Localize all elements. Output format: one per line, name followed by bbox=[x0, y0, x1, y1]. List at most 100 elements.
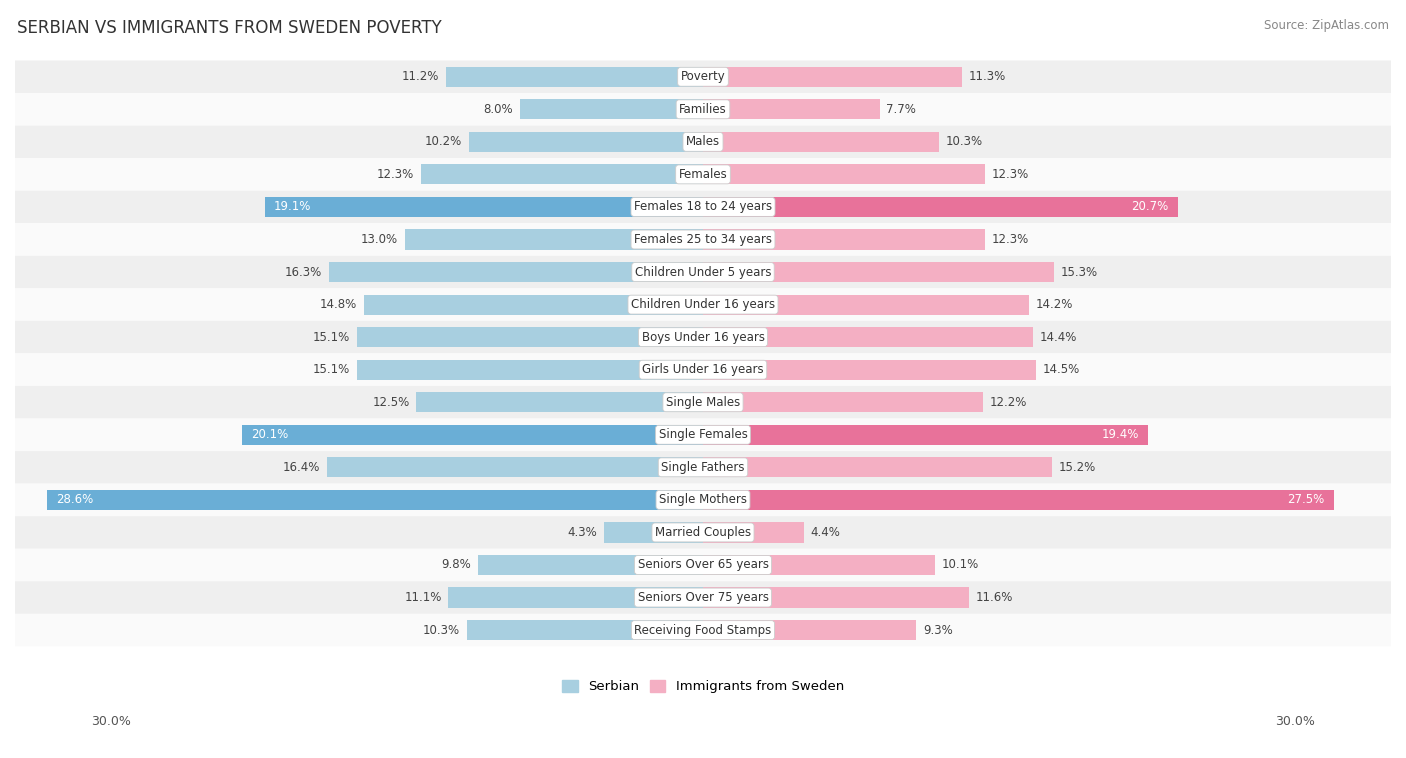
Text: 12.2%: 12.2% bbox=[990, 396, 1026, 409]
Text: 14.2%: 14.2% bbox=[1036, 298, 1073, 311]
Bar bbox=[357, 327, 703, 347]
Text: 30.0%: 30.0% bbox=[1275, 715, 1315, 728]
Bar bbox=[405, 230, 703, 249]
Text: 20.7%: 20.7% bbox=[1132, 200, 1168, 214]
Bar bbox=[446, 67, 703, 87]
Bar bbox=[703, 457, 1052, 478]
Text: Poverty: Poverty bbox=[681, 70, 725, 83]
FancyBboxPatch shape bbox=[15, 191, 1391, 223]
FancyBboxPatch shape bbox=[15, 516, 1391, 549]
Text: 4.4%: 4.4% bbox=[811, 526, 841, 539]
Bar bbox=[703, 67, 962, 87]
Text: Girls Under 16 years: Girls Under 16 years bbox=[643, 363, 763, 376]
FancyBboxPatch shape bbox=[15, 126, 1391, 158]
Text: Boys Under 16 years: Boys Under 16 years bbox=[641, 330, 765, 343]
Bar bbox=[449, 587, 703, 608]
Text: Single Females: Single Females bbox=[658, 428, 748, 441]
Text: 12.3%: 12.3% bbox=[993, 168, 1029, 181]
Text: 15.2%: 15.2% bbox=[1059, 461, 1095, 474]
FancyBboxPatch shape bbox=[15, 484, 1391, 516]
Bar bbox=[605, 522, 703, 543]
Bar bbox=[264, 197, 703, 217]
Bar bbox=[467, 620, 703, 641]
Text: 11.6%: 11.6% bbox=[976, 591, 1014, 604]
Bar bbox=[703, 295, 1029, 315]
FancyBboxPatch shape bbox=[15, 549, 1391, 581]
Text: 16.3%: 16.3% bbox=[285, 265, 322, 278]
Bar bbox=[478, 555, 703, 575]
Text: 20.1%: 20.1% bbox=[252, 428, 288, 441]
Text: Children Under 5 years: Children Under 5 years bbox=[634, 265, 772, 278]
Text: 12.5%: 12.5% bbox=[373, 396, 409, 409]
Bar bbox=[703, 230, 986, 249]
Text: Single Males: Single Males bbox=[666, 396, 740, 409]
Text: Females 18 to 24 years: Females 18 to 24 years bbox=[634, 200, 772, 214]
Bar bbox=[703, 620, 917, 641]
FancyBboxPatch shape bbox=[15, 93, 1391, 126]
FancyBboxPatch shape bbox=[15, 288, 1391, 321]
Bar bbox=[703, 555, 935, 575]
Text: 10.2%: 10.2% bbox=[425, 136, 463, 149]
Text: 19.1%: 19.1% bbox=[274, 200, 312, 214]
Bar bbox=[242, 424, 703, 445]
Text: Single Mothers: Single Mothers bbox=[659, 493, 747, 506]
Bar bbox=[48, 490, 703, 510]
Text: 10.3%: 10.3% bbox=[946, 136, 983, 149]
Text: 9.3%: 9.3% bbox=[924, 624, 953, 637]
Bar bbox=[329, 262, 703, 282]
Text: Females: Females bbox=[679, 168, 727, 181]
Text: 8.0%: 8.0% bbox=[484, 103, 513, 116]
FancyBboxPatch shape bbox=[15, 418, 1391, 451]
Text: Single Fathers: Single Fathers bbox=[661, 461, 745, 474]
Legend: Serbian, Immigrants from Sweden: Serbian, Immigrants from Sweden bbox=[557, 675, 849, 698]
Text: Females 25 to 34 years: Females 25 to 34 years bbox=[634, 233, 772, 246]
Bar bbox=[703, 392, 983, 412]
Bar bbox=[703, 522, 804, 543]
FancyBboxPatch shape bbox=[15, 158, 1391, 191]
Text: 11.1%: 11.1% bbox=[404, 591, 441, 604]
FancyBboxPatch shape bbox=[15, 61, 1391, 93]
Bar bbox=[420, 164, 703, 184]
Text: 14.4%: 14.4% bbox=[1040, 330, 1077, 343]
Bar bbox=[703, 587, 969, 608]
Text: SERBIAN VS IMMIGRANTS FROM SWEDEN POVERTY: SERBIAN VS IMMIGRANTS FROM SWEDEN POVERT… bbox=[17, 19, 441, 37]
Bar bbox=[703, 262, 1054, 282]
Bar bbox=[703, 197, 1178, 217]
Bar bbox=[703, 424, 1147, 445]
Text: 11.3%: 11.3% bbox=[969, 70, 1007, 83]
FancyBboxPatch shape bbox=[15, 255, 1391, 288]
Text: Source: ZipAtlas.com: Source: ZipAtlas.com bbox=[1264, 19, 1389, 32]
Text: Seniors Over 65 years: Seniors Over 65 years bbox=[637, 559, 769, 572]
Text: Males: Males bbox=[686, 136, 720, 149]
FancyBboxPatch shape bbox=[15, 223, 1391, 255]
Bar bbox=[703, 359, 1036, 380]
Bar bbox=[703, 164, 986, 184]
Bar bbox=[703, 327, 1033, 347]
Bar bbox=[416, 392, 703, 412]
Text: 15.1%: 15.1% bbox=[312, 363, 350, 376]
Text: 19.4%: 19.4% bbox=[1101, 428, 1139, 441]
Bar bbox=[357, 359, 703, 380]
Bar bbox=[470, 132, 703, 152]
Text: 15.1%: 15.1% bbox=[312, 330, 350, 343]
FancyBboxPatch shape bbox=[15, 451, 1391, 484]
Text: 13.0%: 13.0% bbox=[361, 233, 398, 246]
Bar bbox=[364, 295, 703, 315]
Text: 12.3%: 12.3% bbox=[993, 233, 1029, 246]
Bar bbox=[326, 457, 703, 478]
Text: 9.8%: 9.8% bbox=[441, 559, 471, 572]
Text: 30.0%: 30.0% bbox=[91, 715, 131, 728]
Text: 10.1%: 10.1% bbox=[942, 559, 979, 572]
Text: 27.5%: 27.5% bbox=[1288, 493, 1324, 506]
Text: 28.6%: 28.6% bbox=[56, 493, 94, 506]
FancyBboxPatch shape bbox=[15, 614, 1391, 647]
Text: Children Under 16 years: Children Under 16 years bbox=[631, 298, 775, 311]
Bar bbox=[703, 132, 939, 152]
Text: 10.3%: 10.3% bbox=[423, 624, 460, 637]
FancyBboxPatch shape bbox=[15, 321, 1391, 353]
Text: 11.2%: 11.2% bbox=[402, 70, 439, 83]
FancyBboxPatch shape bbox=[15, 353, 1391, 386]
FancyBboxPatch shape bbox=[15, 581, 1391, 614]
Text: 14.5%: 14.5% bbox=[1042, 363, 1080, 376]
Text: 4.3%: 4.3% bbox=[568, 526, 598, 539]
